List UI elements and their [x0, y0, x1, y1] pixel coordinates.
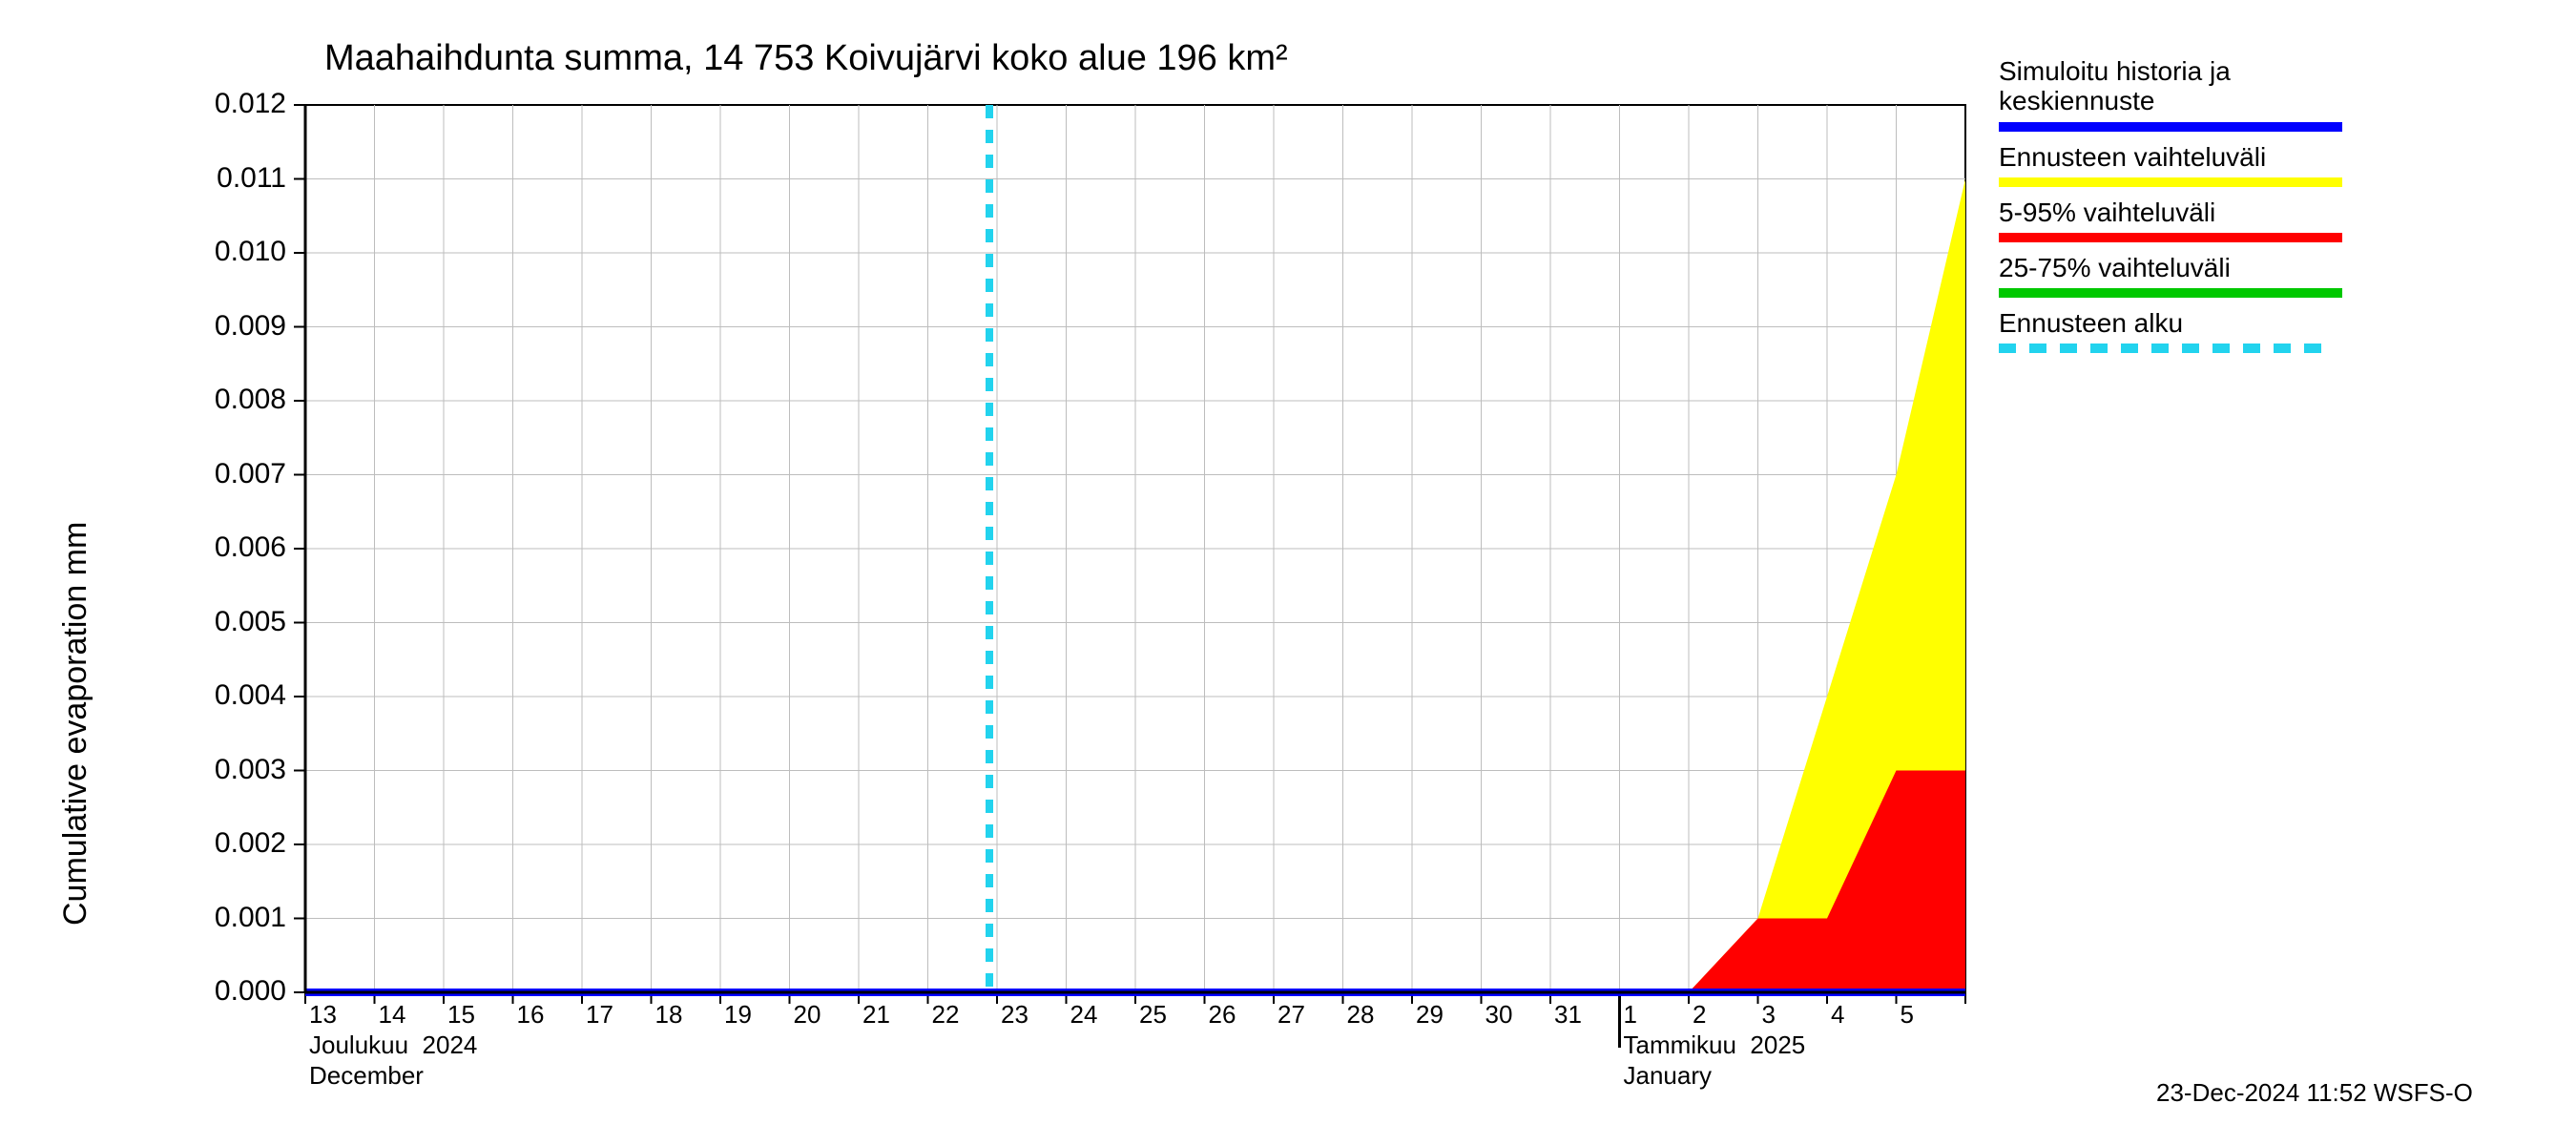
x-tick-label: 30	[1485, 1000, 1513, 1030]
x-tick-label: 29	[1416, 1000, 1444, 1030]
y-tick-label: 0.001	[172, 902, 286, 934]
x-month-label-line2: January	[1624, 1061, 1713, 1091]
y-tick-label: 0.011	[172, 162, 286, 195]
x-tick-label: 4	[1831, 1000, 1844, 1030]
legend-swatch	[1999, 288, 2342, 298]
y-tick-label: 0.002	[172, 827, 286, 860]
page-root: Maahaihdunta summa, 14 753 Koivujärvi ko…	[0, 0, 2576, 1145]
y-tick-label: 0.006	[172, 531, 286, 564]
chart-footer: 23-Dec-2024 11:52 WSFS-O	[2156, 1078, 2473, 1108]
legend-swatch	[1999, 122, 2342, 132]
y-tick-label: 0.007	[172, 458, 286, 490]
x-tick-label: 20	[794, 1000, 821, 1030]
x-tick-label: 18	[655, 1000, 683, 1030]
x-tick-label: 1	[1624, 1000, 1637, 1030]
y-tick-label: 0.005	[172, 606, 286, 638]
x-tick-label: 21	[862, 1000, 890, 1030]
x-tick-label: 22	[932, 1000, 960, 1030]
x-month-label-line1: Tammikuu 2025	[1624, 1030, 1806, 1060]
legend-item-label: 25-75% vaihteluväli	[1999, 254, 2231, 283]
x-tick-label: 3	[1762, 1000, 1776, 1030]
x-tick-label: 5	[1901, 1000, 1914, 1030]
x-tick-label: 15	[447, 1000, 475, 1030]
x-tick-label: 19	[724, 1000, 752, 1030]
y-tick-label: 0.000	[172, 975, 286, 1008]
x-tick-label: 17	[586, 1000, 613, 1030]
x-tick-label: 2	[1693, 1000, 1706, 1030]
y-tick-label: 0.012	[172, 88, 286, 120]
x-tick-label: 31	[1554, 1000, 1582, 1030]
x-tick-label: 14	[379, 1000, 406, 1030]
legend-item-label: Ennusteen alku	[1999, 309, 2183, 339]
x-tick-label: 16	[517, 1000, 545, 1030]
y-tick-label: 0.008	[172, 384, 286, 416]
x-tick-label: 24	[1070, 1000, 1098, 1030]
x-tick-label: 23	[1001, 1000, 1028, 1030]
x-tick-label: 13	[309, 1000, 337, 1030]
legend-item-label: Simuloitu historia ja keskiennuste	[1999, 57, 2231, 116]
legend-item-label: 5-95% vaihteluväli	[1999, 198, 2215, 228]
x-tick-label: 28	[1347, 1000, 1375, 1030]
x-tick-label: 26	[1209, 1000, 1236, 1030]
y-tick-label: 0.003	[172, 754, 286, 786]
legend-swatch-dashed	[1999, 344, 2342, 353]
legend-item-label: Ennusteen vaihteluväli	[1999, 143, 2266, 173]
legend-swatch	[1999, 233, 2342, 242]
legend-swatch	[1999, 177, 2342, 187]
x-tick-label: 25	[1139, 1000, 1167, 1030]
x-tick-label: 27	[1278, 1000, 1305, 1030]
y-tick-label: 0.010	[172, 236, 286, 268]
y-tick-label: 0.004	[172, 679, 286, 712]
x-month-label-line1: Joulukuu 2024	[309, 1030, 477, 1060]
y-tick-label: 0.009	[172, 310, 286, 343]
x-month-label-line2: December	[309, 1061, 424, 1091]
